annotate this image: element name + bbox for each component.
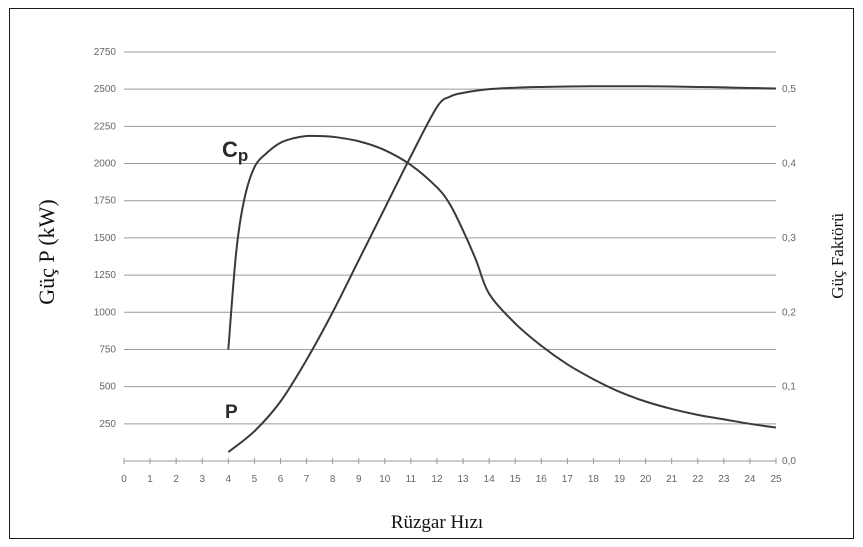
left-y-tick-label: 2750 (94, 47, 117, 58)
right-y-tick-labels: 0,0 0,1 0,2 0,3 0,4 0,5 (782, 84, 796, 467)
x-tick-label: 2 (173, 474, 179, 485)
x-tick-label: 6 (278, 474, 284, 485)
x-tick-label: 0 (121, 474, 127, 485)
x-tick-labels: 0 1 2 3 4 5 6 7 8 9 10 11 12 13 14 15 16 17 18 19 20 21 22 23 24… (121, 474, 782, 485)
left-y-tick-label: 1750 (94, 196, 117, 207)
left-y-axis-title: Güç P (kW) (34, 199, 59, 305)
left-y-tick-label: 1250 (94, 270, 117, 281)
x-tick-label: 20 (640, 474, 652, 485)
x-tick-label: 8 (330, 474, 336, 485)
x-tick-label: 13 (457, 474, 469, 485)
series-line-p (227, 85, 777, 453)
right-y-tick-label: 0,5 (782, 84, 796, 95)
x-tick-label: 21 (666, 474, 678, 485)
left-y-tick-labels: 250 500 750 1000 1250 1500 1750 2000 2250 2500 275… (94, 47, 117, 430)
x-tick-label: 9 (356, 474, 362, 485)
x-tick-label: 10 (379, 474, 391, 485)
x-axis-title: Rüzgar Hızı (391, 512, 483, 533)
left-y-tick-label: 500 (99, 382, 116, 393)
series-label-cp: Cp (222, 137, 248, 165)
x-tick-label: 12 (431, 474, 443, 485)
left-y-tick-label: 750 (99, 344, 116, 355)
left-y-tick-label: 250 (99, 419, 116, 430)
left-y-tick-label: 2000 (94, 159, 117, 170)
axes (123, 458, 777, 464)
right-y-tick-label: 0,0 (782, 456, 796, 467)
right-y-axis-title: Güç Faktörü (828, 213, 847, 299)
x-tick-label: 23 (718, 474, 730, 485)
series-line-cp (227, 134, 777, 429)
gridlines (124, 51, 776, 425)
x-tick-label: 22 (692, 474, 704, 485)
x-tick-label: 4 (226, 474, 232, 485)
right-y-tick-label: 0,4 (782, 159, 796, 170)
left-y-tick-label: 2250 (94, 121, 117, 132)
series-lines (227, 85, 777, 453)
x-tick-label: 7 (304, 474, 310, 485)
x-tick-label: 16 (536, 474, 548, 485)
x-tick-label: 5 (252, 474, 258, 485)
x-tick-label: 14 (484, 474, 496, 485)
right-y-tick-label: 0,2 (782, 307, 796, 318)
x-tick-label: 18 (588, 474, 600, 485)
series-label-p: P (225, 402, 238, 423)
chart-frame (9, 8, 854, 539)
right-y-tick-label: 0,1 (782, 382, 796, 393)
x-tick-label: 11 (406, 474, 417, 485)
right-y-tick-label: 0,3 (782, 233, 796, 244)
x-tick-label: 17 (562, 474, 574, 485)
x-tick-label: 24 (744, 474, 756, 485)
x-tick-label: 15 (510, 474, 522, 485)
x-tick-label: 25 (770, 474, 782, 485)
left-y-tick-label: 1500 (94, 233, 117, 244)
left-y-tick-label: 2500 (94, 84, 117, 95)
x-tick-label: 1 (147, 474, 153, 485)
left-y-tick-label: 1000 (94, 307, 117, 318)
x-tick-label: 19 (614, 474, 626, 485)
x-tick-label: 3 (199, 474, 205, 485)
